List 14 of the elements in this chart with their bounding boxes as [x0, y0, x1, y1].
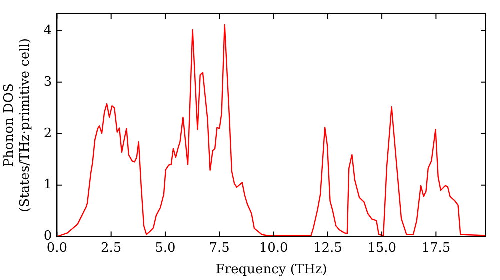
x-axis-title: Frequency (THz) [216, 262, 328, 278]
x-tick-label: 12.5 [313, 240, 342, 256]
x-tick-label: 7.5 [209, 240, 230, 256]
x-tick-label: 17.5 [422, 240, 451, 256]
x-tick-label: 2.5 [101, 240, 122, 256]
x-tick-label: 0.0 [46, 240, 68, 256]
x-tick-label: 10.0 [259, 240, 288, 256]
x-tick-label: 15.0 [368, 240, 397, 256]
y-tick-label: 1 [44, 178, 52, 193]
y-tick-label: 3 [44, 74, 52, 90]
y-axis-title: Phonon DOS (States/THz·primitive cell) [2, 38, 33, 212]
y-tick-label: 4 [44, 23, 52, 38]
y-tick-label: 2 [44, 126, 52, 142]
x-tick-label: 5.0 [155, 240, 176, 256]
